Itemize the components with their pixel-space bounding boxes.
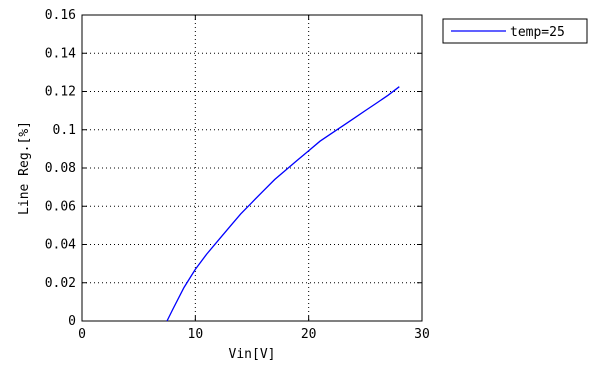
y-axis-ticks: 0 0.02 0.04 0.06 0.08 0.1 0.12 0.14 0.16 bbox=[45, 8, 422, 329]
series-line bbox=[166, 86, 400, 322]
y-tick-label: 0.14 bbox=[45, 46, 76, 61]
x-tick-label: 0 bbox=[78, 327, 86, 342]
x-axis-ticks: 0 10 20 30 bbox=[78, 15, 430, 342]
x-tick-label: 20 bbox=[301, 327, 317, 342]
x-tick-label: 10 bbox=[188, 327, 204, 342]
y-tick-label: 0.06 bbox=[45, 199, 76, 214]
y-tick-label: 0.02 bbox=[45, 276, 76, 291]
series-group bbox=[166, 86, 400, 322]
y-tick-label: 0 bbox=[68, 314, 76, 329]
grid-lines bbox=[82, 15, 422, 321]
y-tick-label: 0.16 bbox=[45, 8, 76, 23]
y-tick-label: 0.1 bbox=[53, 123, 76, 138]
y-tick-label: 0.08 bbox=[45, 161, 76, 176]
legend-label: temp=25 bbox=[510, 25, 565, 40]
y-tick-label: 0.04 bbox=[45, 238, 76, 253]
x-axis-label: Vin[V] bbox=[229, 347, 276, 362]
x-tick-label: 30 bbox=[414, 327, 430, 342]
legend: temp=25 bbox=[442, 18, 588, 44]
y-axis-label: Line Reg.[%] bbox=[17, 121, 32, 215]
y-tick-label: 0.12 bbox=[45, 85, 76, 100]
